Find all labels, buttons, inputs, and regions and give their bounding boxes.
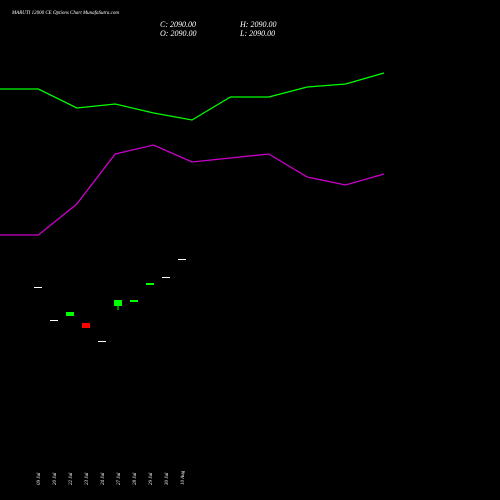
x-tick-label: 22 Jul <box>69 472 74 485</box>
x-tick-label: 24 Jul <box>101 472 106 485</box>
candle-body <box>130 300 138 302</box>
candle-body <box>82 323 90 328</box>
candle-body <box>146 283 154 285</box>
candle-body <box>98 341 106 342</box>
candle-body <box>50 320 58 321</box>
candle-body <box>162 277 170 278</box>
x-tick-label: 09 Jul <box>37 472 42 485</box>
x-tick-label: 27 Jul <box>117 472 122 485</box>
indicator-line <box>0 72 385 121</box>
candle-body <box>66 312 74 316</box>
x-tick-label: 10 Aug <box>181 470 186 485</box>
high-label: H: 2090.00 <box>239 20 276 29</box>
candle-body <box>114 300 122 306</box>
x-tick-label: 30 Jul <box>165 472 170 485</box>
chart-title: MARUTI 12000 CE Options Chart MunafaSutr… <box>11 11 119 16</box>
candle-body <box>178 259 186 260</box>
x-tick-label: 23 Jul <box>85 472 90 485</box>
x-tick-label: 20 Jul <box>53 472 58 485</box>
indicator-line <box>0 144 385 236</box>
x-tick-label: 28 Jul <box>133 472 138 485</box>
x-tick-label: 29 Jul <box>149 472 154 485</box>
candle-body <box>34 287 42 288</box>
open-label: O: 2090.00 <box>160 29 196 38</box>
low-label: L: 2090.00 <box>239 29 275 38</box>
close-label: C: 2090.00 <box>160 20 196 29</box>
